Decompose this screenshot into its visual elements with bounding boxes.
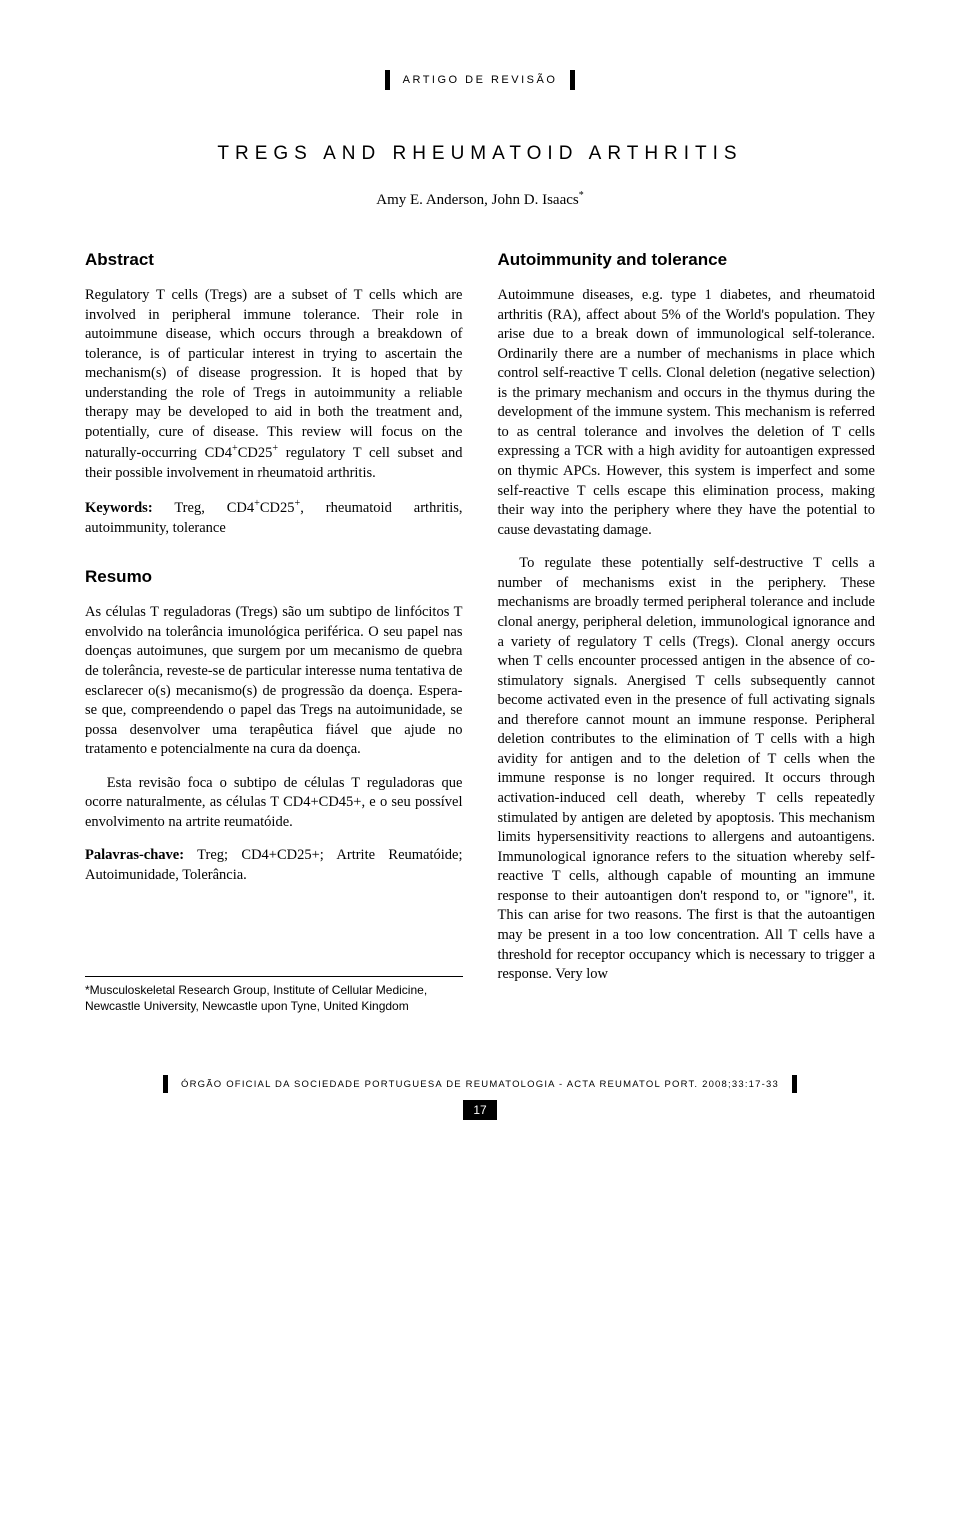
section-p1: Autoimmune diseases, e.g. type 1 diabete… bbox=[498, 286, 876, 540]
left-column: Abstract Regulatory T cells (Tregs) are … bbox=[85, 249, 463, 1014]
right-column: Autoimmunity and tolerance Autoimmune di… bbox=[498, 249, 876, 1014]
authors-mark: * bbox=[579, 190, 584, 201]
resumo-p2: Esta revisão foca o subtipo de células T… bbox=[85, 774, 463, 833]
page-header: ARTIGO DE REVISÃO bbox=[85, 70, 875, 88]
abstract-heading: Abstract bbox=[85, 249, 463, 272]
authors: Amy E. Anderson, John D. Isaacs* bbox=[85, 190, 875, 209]
two-column-layout: Abstract Regulatory T cells (Tregs) are … bbox=[85, 249, 875, 1014]
page-footer: ÓRGÃO OFICIAL DA SOCIEDADE PORTUGUESA DE… bbox=[85, 1074, 875, 1120]
article-title: TREGS AND RHEUMATOID ARTHRITIS bbox=[85, 143, 875, 165]
section-p2: To regulate these potentially self-destr… bbox=[498, 554, 876, 984]
resumo-heading: Resumo bbox=[85, 566, 463, 589]
keywords: Keywords: Treg, CD4+CD25+, rheumatoid ar… bbox=[85, 497, 463, 538]
section-heading: Autoimmunity and tolerance bbox=[498, 249, 876, 272]
page-number: 17 bbox=[463, 1100, 496, 1120]
authors-names: Amy E. Anderson, John D. Isaacs bbox=[376, 192, 578, 208]
journal-reference: ÓRGÃO OFICIAL DA SOCIEDADE PORTUGUESA DE… bbox=[167, 1079, 793, 1090]
abstract-text: Regulatory T cells (Tregs) are a subset … bbox=[85, 286, 463, 483]
resumo-p1: As células T reguladoras (Tregs) são um … bbox=[85, 603, 463, 760]
affiliation-note: *Musculoskeletal Research Group, Institu… bbox=[85, 976, 463, 1014]
palavras-chave: Palavras-chave: Treg; CD4+CD25+; Artrite… bbox=[85, 846, 463, 885]
article-type-label: ARTIGO DE REVISÃO bbox=[389, 74, 572, 86]
page: ARTIGO DE REVISÃO TREGS AND RHEUMATOID A… bbox=[0, 0, 960, 1160]
